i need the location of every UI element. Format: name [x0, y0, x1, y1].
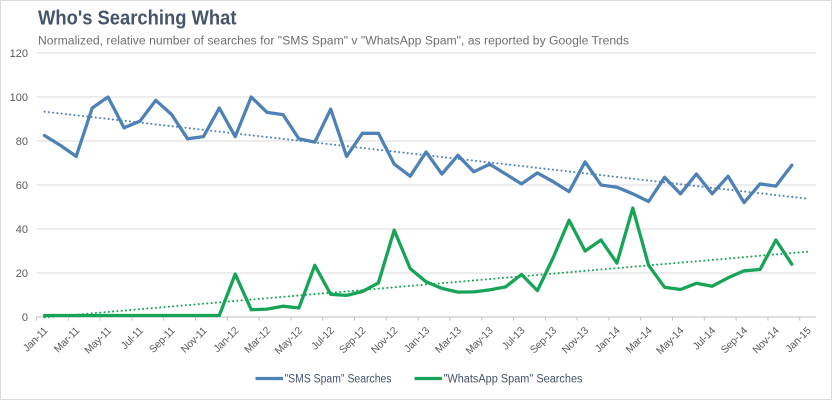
svg-text:120: 120 — [10, 48, 28, 60]
svg-text:"WhatsApp Spam" Searches: "WhatsApp Spam" Searches — [444, 374, 583, 386]
svg-text:60: 60 — [16, 180, 28, 192]
svg-text:100: 100 — [10, 92, 28, 104]
svg-text:"SMS Spam" Searches: "SMS Spam" Searches — [285, 374, 392, 386]
svg-text:40: 40 — [16, 224, 28, 236]
svg-text:0: 0 — [22, 312, 28, 324]
svg-text:20: 20 — [16, 268, 28, 280]
svg-text:80: 80 — [16, 136, 28, 148]
svg-text:Who's Searching What: Who's Searching What — [38, 7, 237, 29]
svg-text:Normalized, relative number of: Normalized, relative number of searches … — [38, 35, 629, 47]
